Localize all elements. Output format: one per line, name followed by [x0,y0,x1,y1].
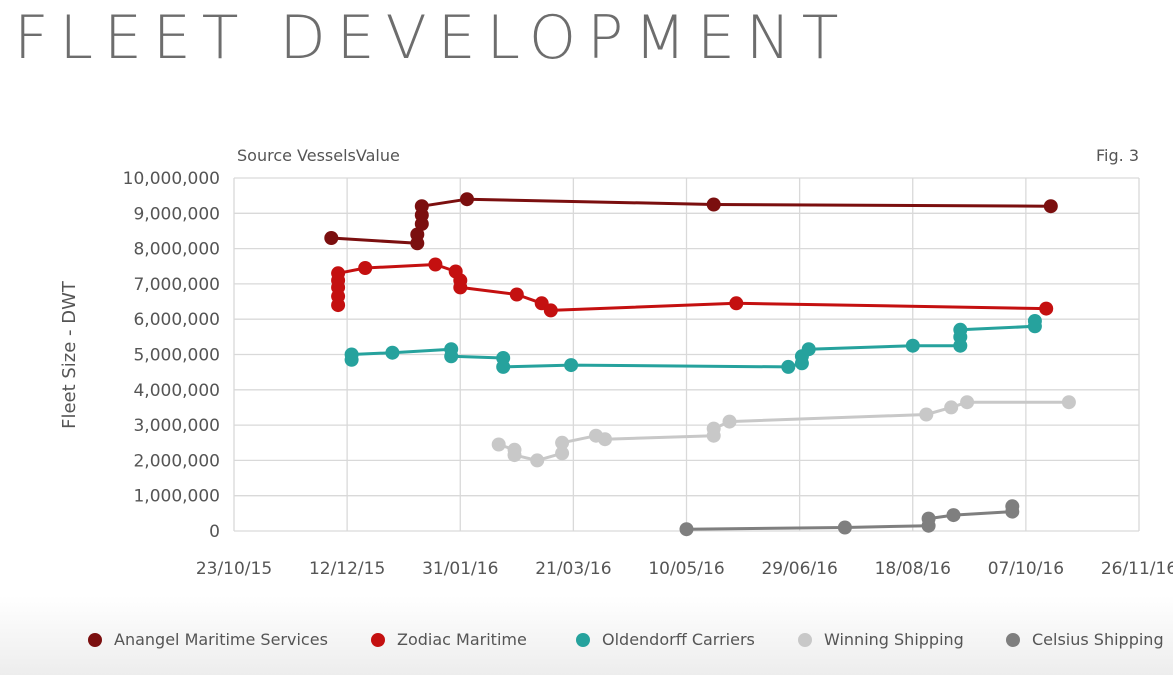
data-point [953,322,968,337]
figure-label: Fig. 3 [1096,146,1139,165]
data-point [385,345,400,360]
data-point [555,446,570,461]
data-point [1061,395,1076,410]
page-title: FLEET DEVELOPMENT [14,3,850,73]
data-point [507,448,522,463]
data-point [919,407,934,422]
data-point [331,266,346,281]
x-tick-label: 21/03/16 [535,559,611,579]
data-point [837,520,852,535]
series-line [336,263,1047,312]
data-point [509,287,524,302]
y-tick-label: 0 [209,522,220,542]
legend-item: Anangel Maritime Services [88,630,328,649]
legend-swatch [371,632,385,647]
y-tick-label: 2,000,000 [133,451,220,471]
data-point [801,342,816,357]
legend-swatch [1006,632,1020,647]
data-point [358,261,373,275]
legend-label: Anangel Maritime Services [114,630,328,649]
y-tick-label: 6,000,000 [133,310,220,330]
data-point [706,421,721,436]
legend-swatch [576,632,590,647]
data-point [1043,199,1058,214]
series-zodiac-maritime [331,257,1054,318]
data-point [1039,301,1054,316]
series-layer [324,192,1076,537]
data-point [491,437,506,452]
data-point [496,359,511,374]
data-point [781,359,796,374]
data-point [706,197,721,212]
x-axis-ticks: 23/10/15 12/12/15 31/01/16 21/03/16 10/05/16… [196,559,1173,579]
y-tick-label: 1,000,000 [133,487,220,507]
data-point [428,257,443,272]
data-point [543,303,558,318]
data-point [960,395,975,410]
data-point [414,199,429,214]
legend-label: Zodiac Maritime [397,630,527,649]
data-point [729,296,744,311]
x-tick-label: 18/08/16 [875,559,951,579]
legend-label: Winning Shipping [824,630,964,649]
x-tick-label: 10/05/16 [648,559,724,579]
data-point [460,192,474,207]
legend-swatch [798,632,812,647]
y-tick-label: 3,000,000 [133,416,220,436]
y-tick-label: 8,000,000 [133,240,220,260]
data-point [946,508,961,523]
y-tick-label: 5,000,000 [133,346,220,366]
legend-item: Zodiac Maritime [371,630,527,649]
data-point [410,227,425,242]
chart-legend: Anangel Maritime Services Zodiac Maritime… [0,630,1173,654]
data-point [344,347,359,362]
fleet-development-chart: Source VesselsValue Fig. 3 Fleet Size - … [59,146,1173,579]
data-point [722,414,737,429]
y-tick-label: 4,000,000 [133,381,220,401]
source-note: Source VesselsValue [237,146,400,165]
data-point [598,432,612,447]
x-tick-label: 31/01/16 [422,559,498,579]
y-tick-label: 9,000,000 [133,204,220,224]
y-tick-label: 7,000,000 [133,275,220,295]
data-point [564,358,579,373]
grid-lines [233,177,1140,532]
data-point [921,511,936,526]
x-tick-label: 12/12/15 [309,559,385,579]
data-point [679,522,694,537]
data-point [444,349,459,364]
x-tick-label: 26/11/16 [1101,559,1173,579]
series-celsius-shipping [679,499,1020,537]
data-point [1005,499,1020,514]
series-line [498,400,1069,462]
data-point [944,400,959,415]
data-point [555,435,570,450]
series-line [331,197,1051,245]
y-axis-title: Fleet Size - DWT [59,280,80,429]
series-winning-shipping [491,395,1076,468]
legend-item: Winning Shipping [798,630,964,649]
data-point [1027,314,1042,328]
data-point [905,338,920,353]
y-axis-ticks: 0 1,000,000 2,000,000 3,000,000 4,000,000 5,0… [123,169,220,542]
legend-swatch [88,632,102,647]
legend-item: Celsius Shipping [1006,630,1164,649]
legend-item: Oldendorff Carriers [576,630,755,649]
y-tick-label: 10,000,000 [123,169,220,189]
legend-label: Oldendorff Carriers [602,630,755,649]
legend-label: Celsius Shipping [1032,630,1164,649]
series-oldendorff-carriers [344,314,1042,374]
series-anangel-maritime-services [324,192,1058,251]
data-point [530,453,545,468]
x-tick-label: 23/10/15 [196,559,272,579]
data-point [453,280,468,295]
x-tick-label: 29/06/16 [761,559,837,579]
data-point [324,231,339,245]
x-tick-label: 07/10/16 [988,559,1064,579]
